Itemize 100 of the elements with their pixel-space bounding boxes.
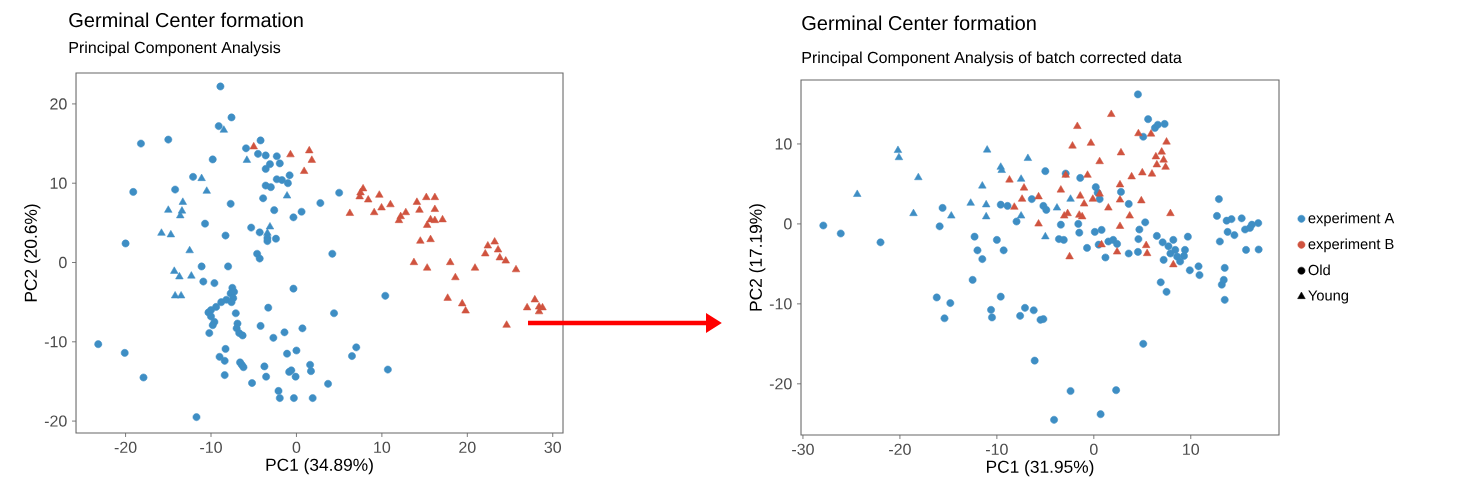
point — [394, 215, 404, 223]
chart-subtitle: Principal Component Analysis of batch corrected data — [802, 51, 1182, 67]
legend-label: Old — [1308, 264, 1330, 276]
point — [187, 271, 196, 279]
point — [423, 263, 432, 271]
point — [1034, 219, 1043, 227]
point — [1086, 138, 1095, 146]
point — [415, 205, 424, 213]
x-tick-label: 10 — [374, 441, 391, 454]
point — [894, 152, 904, 161]
point — [443, 293, 452, 301]
point — [1005, 175, 1014, 183]
point — [377, 203, 386, 211]
x-axis-title: PC1 (34.89%) — [266, 458, 373, 475]
point — [1065, 252, 1074, 260]
point — [1147, 169, 1157, 177]
point — [1127, 172, 1136, 180]
point — [1134, 128, 1143, 137]
point — [1041, 232, 1050, 240]
point — [1166, 208, 1175, 216]
point — [175, 272, 184, 280]
point — [249, 142, 258, 150]
point — [914, 172, 923, 181]
point — [401, 207, 410, 216]
legend-label: experiment A — [1308, 212, 1395, 227]
point — [493, 245, 503, 253]
point — [364, 195, 373, 203]
point — [490, 237, 499, 245]
chart-title: Germinal Center formation — [802, 15, 1036, 31]
point — [412, 197, 421, 205]
point — [1107, 109, 1116, 117]
point — [1169, 260, 1178, 268]
point — [370, 207, 379, 216]
point — [1115, 180, 1125, 188]
x-axis-title: PC1 (31.95%) — [987, 460, 1094, 477]
point — [242, 155, 251, 163]
chart-title: Germinal Center formation — [69, 12, 303, 28]
point — [947, 211, 956, 219]
x-tick-label: -10 — [200, 441, 222, 454]
point — [495, 253, 504, 261]
point — [1017, 174, 1026, 182]
point — [1157, 147, 1166, 155]
point — [300, 166, 309, 174]
y-tick-label: 0 — [59, 256, 67, 269]
point — [1162, 137, 1171, 145]
point — [983, 145, 992, 153]
point — [982, 200, 991, 208]
point — [219, 125, 228, 133]
point — [422, 192, 431, 200]
point — [1137, 196, 1146, 204]
point — [481, 249, 490, 257]
y-tick-label: -20 — [769, 378, 792, 390]
point — [1066, 194, 1075, 202]
y-axis-title: PC2 (20.6%) — [24, 204, 41, 302]
point — [1116, 148, 1126, 156]
x-tick-label: -30 — [792, 443, 814, 456]
point — [1146, 129, 1156, 137]
legend-label: Young — [1308, 290, 1349, 304]
y-axis-title: PC2 (17.19%) — [749, 204, 766, 311]
point — [1083, 170, 1092, 178]
point — [1104, 203, 1113, 211]
point — [1080, 199, 1089, 207]
legend-label: experiment B — [1308, 238, 1394, 253]
point — [511, 264, 521, 273]
point — [502, 320, 511, 328]
x-tick-label: 20 — [459, 441, 476, 454]
y-tick-label: 10 — [50, 177, 67, 189]
point — [1034, 192, 1043, 200]
point — [430, 215, 439, 223]
point — [409, 257, 418, 265]
point — [386, 199, 395, 208]
point — [197, 173, 206, 181]
point — [1017, 194, 1027, 202]
x-tick-label: 30 — [544, 441, 562, 454]
point — [458, 299, 467, 307]
point — [1152, 160, 1161, 168]
point — [1019, 183, 1029, 191]
point — [893, 145, 903, 153]
x-tick-label: 10 — [1183, 443, 1200, 456]
point — [1159, 155, 1168, 163]
y-tick-label: 20 — [50, 98, 67, 110]
point — [185, 245, 194, 254]
point — [451, 272, 460, 281]
point — [263, 228, 272, 236]
point — [177, 291, 186, 299]
point — [1076, 191, 1085, 199]
x-tick-label: -10 — [986, 443, 1008, 456]
point — [426, 234, 435, 242]
point — [1052, 203, 1062, 211]
point — [1060, 211, 1069, 219]
point — [307, 155, 316, 163]
point — [470, 263, 480, 271]
point — [1115, 221, 1125, 229]
y-tick-label: -10 — [44, 336, 67, 348]
point — [982, 212, 991, 220]
point — [853, 189, 862, 197]
point — [523, 303, 532, 311]
point — [1138, 168, 1147, 176]
point — [1095, 156, 1104, 165]
point — [978, 181, 987, 189]
